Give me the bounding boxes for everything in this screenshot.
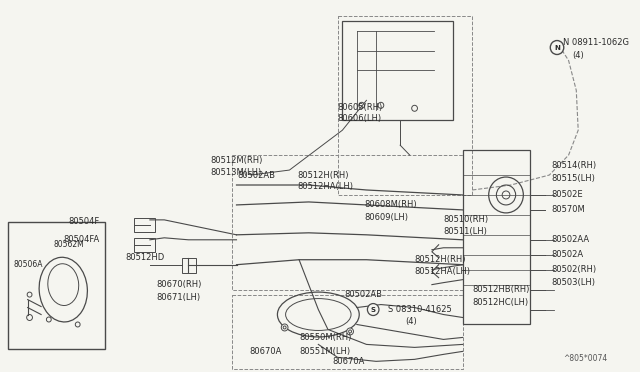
Text: 80606(LH): 80606(LH) xyxy=(337,114,381,123)
Text: 80609(LH): 80609(LH) xyxy=(365,214,408,222)
Text: 80506A: 80506A xyxy=(13,260,43,269)
Circle shape xyxy=(550,41,564,54)
Text: 80670A: 80670A xyxy=(333,357,365,366)
Text: 80512H(RH): 80512H(RH) xyxy=(415,255,466,264)
Bar xyxy=(8,222,105,349)
Circle shape xyxy=(281,324,288,331)
Text: 80512HA(LH): 80512HA(LH) xyxy=(297,183,353,192)
Text: 80605(RH): 80605(RH) xyxy=(337,103,383,112)
Text: 80512HD: 80512HD xyxy=(126,253,165,262)
Text: S: S xyxy=(371,307,376,312)
Bar xyxy=(134,218,155,232)
Text: 80502A: 80502A xyxy=(551,250,584,259)
Text: 80502AB: 80502AB xyxy=(344,290,382,299)
Text: 80670(RH): 80670(RH) xyxy=(157,280,202,289)
Text: 80503(LH): 80503(LH) xyxy=(551,278,595,287)
Bar xyxy=(134,238,155,252)
Bar xyxy=(463,150,530,324)
Text: 80671(LH): 80671(LH) xyxy=(157,293,201,302)
Text: 80551M(LH): 80551M(LH) xyxy=(299,347,350,356)
Text: (4): (4) xyxy=(572,51,584,60)
Text: 80515(LH): 80515(LH) xyxy=(551,173,595,183)
Text: 80512HC(LH): 80512HC(LH) xyxy=(472,298,529,307)
Text: 80512M(RH): 80512M(RH) xyxy=(211,155,263,164)
Text: 80670A: 80670A xyxy=(249,347,282,356)
Text: 80570M: 80570M xyxy=(551,205,585,214)
Text: 80502AA: 80502AA xyxy=(551,235,589,244)
Circle shape xyxy=(347,328,353,335)
Text: 80511(LH): 80511(LH) xyxy=(444,227,487,236)
Bar xyxy=(342,20,453,120)
Text: 80502(RH): 80502(RH) xyxy=(551,265,596,274)
Text: (4): (4) xyxy=(405,317,417,326)
Text: 80502E: 80502E xyxy=(551,190,583,199)
Text: N: N xyxy=(554,45,560,51)
Text: 80510(RH): 80510(RH) xyxy=(444,215,488,224)
Text: 80608M(RH): 80608M(RH) xyxy=(365,201,417,209)
Text: S 08310-41625: S 08310-41625 xyxy=(388,305,451,314)
Text: 80562M: 80562M xyxy=(54,240,84,249)
Text: 80512HA(LH): 80512HA(LH) xyxy=(415,267,470,276)
Text: 80512HB(RH): 80512HB(RH) xyxy=(472,285,530,294)
Text: 80514(RH): 80514(RH) xyxy=(551,161,596,170)
Text: N 08911-1062G: N 08911-1062G xyxy=(563,38,629,47)
Text: 80502AB: 80502AB xyxy=(237,170,275,180)
Bar xyxy=(182,258,196,273)
Text: 80512H(RH): 80512H(RH) xyxy=(297,170,349,180)
Text: ^805*0074: ^805*0074 xyxy=(563,355,607,363)
Text: 80513M(LH): 80513M(LH) xyxy=(211,167,262,177)
Circle shape xyxy=(367,304,379,315)
Text: 80550M(RH): 80550M(RH) xyxy=(299,333,351,342)
Text: 80504FA: 80504FA xyxy=(63,235,99,244)
Text: 80504F: 80504F xyxy=(68,217,99,227)
